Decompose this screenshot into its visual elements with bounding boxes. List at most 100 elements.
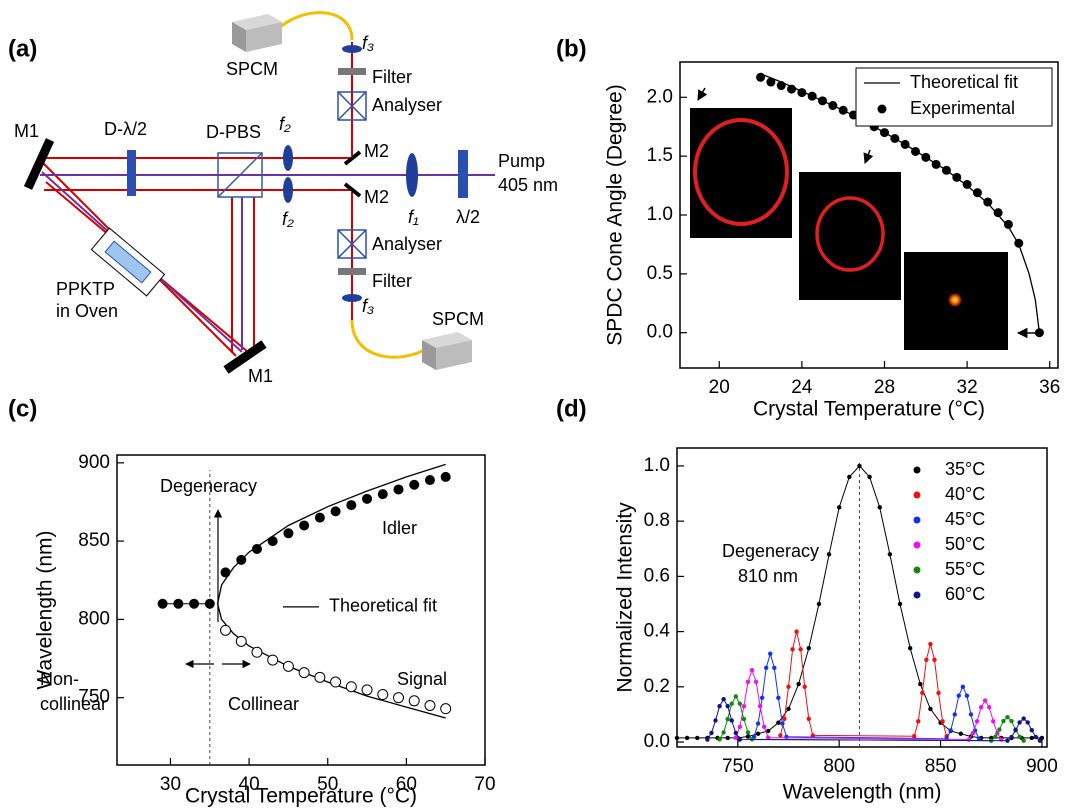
data-point — [826, 552, 832, 557]
data-point — [974, 719, 980, 724]
data-point — [966, 737, 972, 742]
diagram-label: f₁ — [408, 207, 419, 227]
data-point — [921, 152, 931, 162]
legend-swatch — [913, 566, 921, 574]
annotation: Collinear — [228, 694, 299, 714]
data-point — [1014, 238, 1024, 248]
y-axis-title: SPDC Cone Angle (Degree) — [604, 84, 627, 345]
diagram-label: D-PBS — [206, 122, 261, 142]
data-point — [409, 479, 420, 490]
data-point — [745, 679, 751, 685]
legend-label: Experimental — [910, 98, 1015, 118]
data-point — [721, 730, 726, 735]
data-point — [756, 72, 766, 82]
data-point — [733, 694, 738, 699]
inset-image — [690, 108, 792, 238]
data-point — [952, 712, 957, 717]
data-point — [920, 690, 925, 696]
data-point — [879, 128, 889, 138]
data-point — [745, 730, 751, 735]
x-tick-label: 60 — [396, 774, 417, 795]
data-point — [766, 77, 776, 87]
spcm-detector — [232, 14, 282, 52]
data-point — [948, 728, 953, 733]
data-point — [684, 735, 690, 741]
data-point — [737, 724, 743, 730]
data-point — [236, 554, 247, 565]
data-point — [314, 671, 326, 683]
data-point — [346, 500, 357, 511]
data-point — [733, 735, 738, 740]
data-point — [755, 731, 761, 736]
data-point — [705, 737, 710, 742]
mirror — [223, 340, 267, 374]
x-tick-label: 32 — [957, 377, 978, 398]
panel-label: (c) — [8, 395, 37, 422]
data-point — [887, 552, 893, 557]
data-point — [725, 735, 730, 741]
diagram-label: M2 — [364, 187, 389, 207]
data-point — [816, 601, 822, 607]
series-line — [216, 463, 446, 719]
diagram-label: M2 — [364, 141, 389, 161]
data-point — [717, 703, 722, 709]
data-point — [912, 734, 917, 739]
analyser — [337, 229, 367, 259]
data-point — [361, 684, 373, 696]
data-point — [721, 697, 726, 702]
annotation: 810 nm — [738, 566, 798, 586]
y-tick-label: 0.2 — [644, 676, 670, 697]
legend-box — [855, 67, 1053, 127]
data-point — [1001, 718, 1006, 724]
panel-label: (d) — [556, 395, 587, 422]
data-point — [725, 716, 730, 722]
data-point — [1021, 716, 1026, 721]
data-point — [377, 489, 388, 500]
data-point — [960, 684, 966, 690]
data-point — [772, 665, 777, 670]
plot-frame — [676, 447, 1048, 748]
y-tick-label: 850 — [78, 530, 110, 551]
lens — [406, 153, 418, 197]
data-point — [890, 134, 900, 143]
arrow — [863, 149, 874, 164]
data-point — [993, 208, 1003, 218]
series-line — [753, 651, 980, 740]
data-point — [952, 172, 962, 182]
data-point — [978, 705, 984, 710]
data-point — [766, 728, 771, 734]
y-tick-label: 1.0 — [644, 455, 670, 476]
annotation: Non- — [40, 669, 79, 689]
data-point — [962, 179, 972, 189]
legend-label: Theoretical fit — [329, 596, 437, 616]
data-point — [776, 720, 781, 725]
crystal-oven — [90, 227, 166, 297]
fiber — [273, 11, 354, 41]
diagram-label: Filter — [372, 67, 412, 87]
legend-swatch — [877, 104, 887, 114]
data-point — [958, 731, 964, 736]
data-point — [173, 598, 184, 609]
data-point — [1005, 738, 1010, 743]
y-axis-title: Normalized Intensity — [614, 502, 637, 693]
data-point — [907, 645, 913, 651]
data-point — [918, 681, 923, 687]
data-point — [987, 705, 992, 710]
diagram-label: Analyser — [372, 95, 442, 115]
y-axis-title: Wavelength (nm) — [34, 530, 57, 689]
data-point — [1009, 734, 1014, 740]
data-point — [713, 718, 718, 723]
data-point — [755, 721, 761, 726]
data-point — [283, 528, 294, 539]
x-tick-label: 900 — [1026, 756, 1058, 777]
diagram-label: M1 — [14, 121, 39, 141]
diagram-label: λ/2 — [456, 207, 480, 227]
x-tick-label: 28 — [874, 377, 895, 398]
data-point — [189, 598, 200, 609]
mirror — [343, 182, 362, 198]
diagram-label: SPCM — [432, 309, 484, 329]
data-point — [867, 474, 872, 480]
lens — [342, 45, 362, 53]
x-tick-label: 850 — [925, 756, 957, 777]
